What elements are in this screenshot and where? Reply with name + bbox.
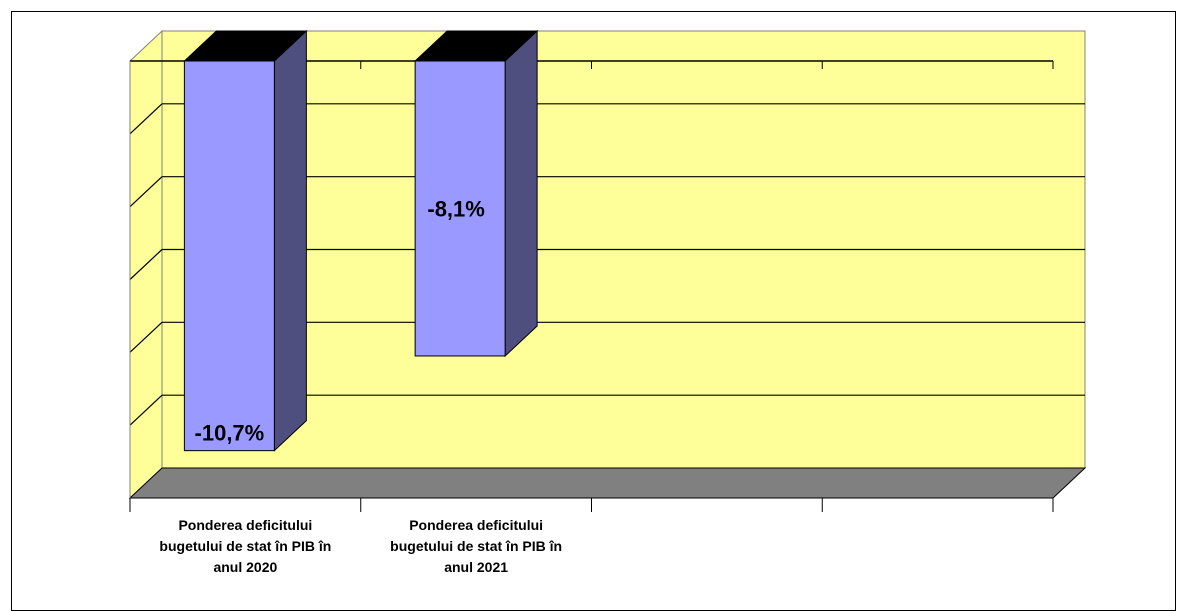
category-label: Ponderea deficitului: [178, 517, 312, 533]
bar-side-face: [504, 29, 538, 358]
bar-chart: -10,7% -8,1% Ponderea deficitului bugetului…: [128, 29, 1087, 575]
category-label: anul 2021: [444, 559, 508, 575]
data-label: -8,1%: [427, 196, 484, 221]
data-label: -10,7%: [195, 421, 265, 446]
gridline-side: [129, 249, 163, 280]
category-label: bugetului de stat în PIB în: [159, 538, 331, 554]
gridline-side: [129, 394, 163, 426]
bar-side-face: [273, 29, 307, 452]
floor: [128, 467, 1087, 499]
gridline-side: [129, 321, 163, 353]
gridline-side: [129, 176, 163, 208]
bar: [183, 60, 275, 452]
gridline-side: [129, 103, 163, 135]
category-label: Ponderea deficitului: [409, 517, 543, 533]
category-label: anul 2020: [213, 559, 277, 575]
category-label: bugetului de stat în PIB în: [390, 538, 562, 554]
bar: [414, 60, 506, 357]
